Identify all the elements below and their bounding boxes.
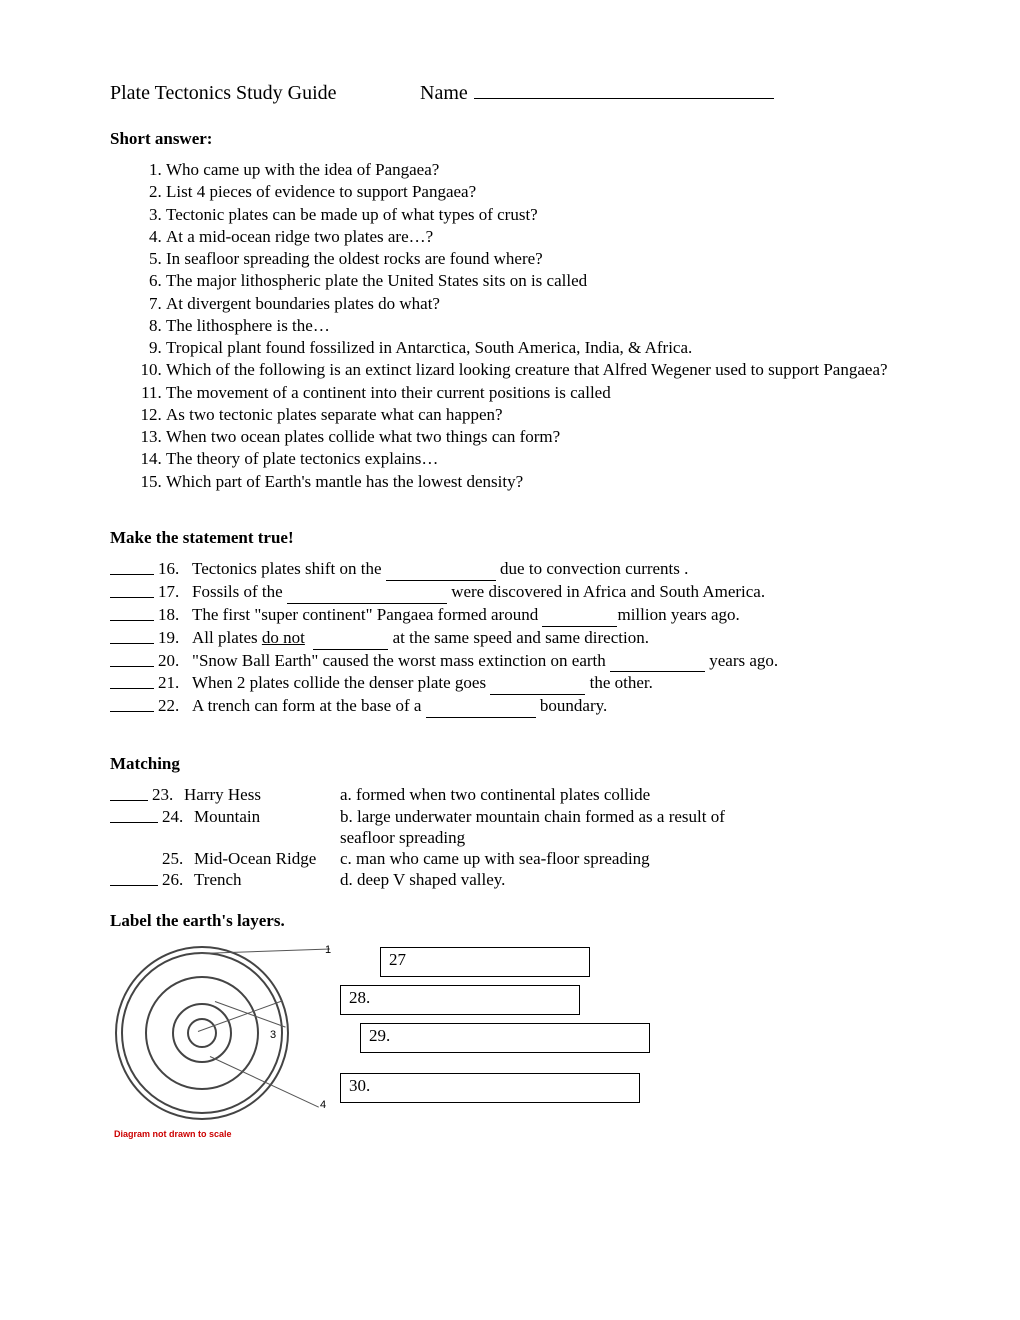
label-heading: Label the earth's layers. — [110, 911, 910, 931]
q-text: When 2 plates collide the denser plate g… — [192, 672, 653, 695]
short-answer-list: Who came up with the idea of Pangaea? Li… — [110, 159, 910, 492]
question-item: Tropical plant found fossilized in Antar… — [166, 337, 910, 358]
question-item: The major lithospheric plate the United … — [166, 270, 910, 291]
earth-layers-diagram: 1 3 4 Diagram not drawn to scale — [110, 941, 340, 1141]
question-item: In seafloor spreading the oldest rocks a… — [166, 248, 910, 269]
question-item: The theory of plate tectonics explains… — [166, 448, 910, 469]
match-def: c. man who came up with sea-floor spread… — [340, 848, 910, 869]
fill-blank[interactable] — [426, 701, 536, 718]
q-num: 20. — [158, 650, 192, 673]
q-num: 22. — [158, 695, 192, 718]
pointer-number: 1 — [325, 944, 331, 956]
answer-blank[interactable] — [110, 784, 148, 801]
fill-blank[interactable] — [386, 564, 496, 581]
q-num: 25. — [162, 848, 194, 869]
match-row: 23. Harry Hess a. formed when two contin… — [110, 784, 910, 805]
q-text: Fossils of the were discovered in Africa… — [192, 581, 765, 604]
question-item: List 4 pieces of evidence to support Pan… — [166, 181, 910, 202]
match-def: d. deep V shaped valley. — [340, 869, 910, 890]
q-num: 24. — [162, 806, 194, 827]
q-text: All plates do not at the same speed and … — [192, 627, 649, 650]
true-row: 20. "Snow Ball Earth" caused the worst m… — [110, 650, 910, 673]
diagram-row: 1 3 4 Diagram not drawn to scale 27 28. … — [110, 941, 910, 1141]
match-row: 26. Trench d. deep V shaped valley. — [110, 869, 910, 890]
true-row: 19. All plates do not at the same speed … — [110, 627, 910, 650]
q-num: 26. — [162, 869, 194, 890]
true-row: 16. Tectonics plates shift on the due to… — [110, 558, 910, 581]
answer-blank[interactable] — [110, 627, 154, 644]
answer-blank[interactable] — [110, 695, 154, 712]
q-num: 16. — [158, 558, 192, 581]
answer-blank[interactable] — [110, 558, 154, 575]
document-title: Plate Tectonics Study Guide — [110, 82, 420, 105]
question-item: At a mid-ocean ridge two plates are…? — [166, 226, 910, 247]
question-item: Which of the following is an extinct liz… — [166, 359, 910, 380]
matching-block: 23. Harry Hess a. formed when two contin… — [110, 784, 910, 890]
true-row: 21. When 2 plates collide the denser pla… — [110, 672, 910, 695]
question-item: When two ocean plates collide what two t… — [166, 426, 910, 447]
pointer-number: 4 — [320, 1099, 326, 1111]
answer-blank[interactable] — [110, 869, 158, 886]
q-text: Tectonics plates shift on the due to con… — [192, 558, 688, 581]
fill-blank[interactable] — [490, 678, 585, 695]
match-row: 25. Mid-Ocean Ridge c. man who came up w… — [110, 848, 910, 869]
q-num: 21. — [158, 672, 192, 695]
fill-blank[interactable] — [542, 610, 617, 627]
q-text: The first "super continent" Pangaea form… — [192, 604, 740, 627]
question-item: The lithosphere is the… — [166, 315, 910, 336]
true-row: 17. Fossils of the were discovered in Af… — [110, 581, 910, 604]
name-input-line[interactable] — [474, 80, 774, 99]
match-term: Harry Hess — [184, 784, 261, 805]
question-item: As two tectonic plates separate what can… — [166, 404, 910, 425]
answer-boxes: 27 28. 29. 30. — [340, 941, 650, 1111]
answer-box-29[interactable]: 29. — [360, 1023, 650, 1053]
q-num: 17. — [158, 581, 192, 604]
true-row: 22. A trench can form at the base of a b… — [110, 695, 910, 718]
answer-box-27[interactable]: 27 — [380, 947, 590, 977]
q-num: 18. — [158, 604, 192, 627]
name-label: Name — [420, 82, 468, 105]
match-term: Mid-Ocean Ridge — [194, 848, 316, 869]
match-def: seafloor spreading — [340, 827, 910, 848]
match-def: b. large underwater mountain chain forme… — [340, 806, 910, 827]
make-true-block: 16. Tectonics plates shift on the due to… — [110, 558, 910, 719]
match-row: seafloor spreading — [110, 827, 910, 848]
question-item: At divergent boundaries plates do what? — [166, 293, 910, 314]
q-text: A trench can form at the base of a bound… — [192, 695, 607, 718]
pointer-number: 3 — [270, 1029, 276, 1041]
make-true-heading: Make the statement true! — [110, 528, 910, 548]
answer-blank[interactable] — [110, 650, 154, 667]
question-item: Which part of Earth's mantle has the low… — [166, 471, 910, 492]
header: Plate Tectonics Study Guide Name — [110, 80, 910, 105]
q-text: "Snow Ball Earth" caused the worst mass … — [192, 650, 778, 673]
question-item: Who came up with the idea of Pangaea? — [166, 159, 910, 180]
answer-blank[interactable] — [110, 604, 154, 621]
question-item: The movement of a continent into their c… — [166, 382, 910, 403]
answer-box-28[interactable]: 28. — [340, 985, 580, 1015]
fill-blank[interactable] — [610, 655, 705, 672]
true-row: 18. The first "super continent" Pangaea … — [110, 604, 910, 627]
page: Plate Tectonics Study Guide Name Short a… — [0, 0, 1020, 1181]
inner-core-ring — [187, 1018, 217, 1048]
answer-blank[interactable] — [110, 581, 154, 598]
match-row: 24. Mountain b. large underwater mountai… — [110, 806, 910, 827]
match-term: Mountain — [194, 806, 260, 827]
question-item: Tectonic plates can be made up of what t… — [166, 204, 910, 225]
match-def: a. formed when two continental plates co… — [340, 784, 910, 805]
match-term: Trench — [194, 869, 242, 890]
short-answer-heading: Short answer: — [110, 129, 910, 149]
diagram-caption: Diagram not drawn to scale — [114, 1129, 232, 1139]
answer-blank[interactable] — [110, 806, 158, 823]
q-num: 19. — [158, 627, 192, 650]
answer-blank[interactable] — [110, 672, 154, 689]
answer-box-30[interactable]: 30. — [340, 1073, 640, 1103]
matching-heading: Matching — [110, 754, 910, 774]
fill-blank[interactable] — [313, 633, 388, 650]
q-num: 23. — [152, 784, 184, 805]
fill-blank[interactable] — [287, 587, 447, 604]
